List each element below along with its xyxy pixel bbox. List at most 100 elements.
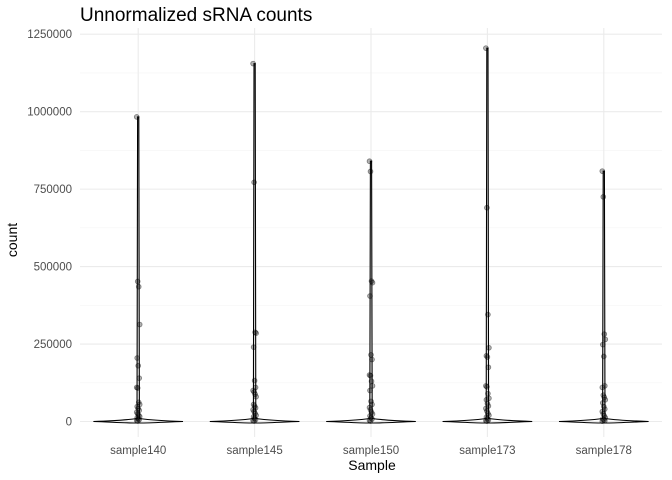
data-point [369, 411, 376, 417]
x-tick-label: sample145 [226, 445, 282, 457]
data-point [369, 356, 375, 363]
data-point [602, 414, 609, 421]
data-point [369, 401, 375, 408]
data-point [602, 397, 609, 403]
data-point [366, 417, 373, 424]
data-point [250, 414, 257, 420]
data-point [252, 416, 259, 423]
data-point [483, 45, 489, 51]
y-tick-label: 500000 [34, 262, 72, 274]
violin-sample150 [326, 160, 416, 424]
data-point [484, 415, 491, 422]
data-point [483, 353, 490, 359]
data-point [367, 406, 374, 413]
data-point [134, 410, 141, 417]
data-point [601, 383, 608, 389]
data-point [252, 405, 259, 411]
data-point [252, 391, 258, 398]
data-point [367, 293, 373, 299]
data-point [485, 390, 491, 397]
data-point [601, 394, 608, 401]
y-tick-label: 1000000 [27, 107, 72, 119]
data-point [251, 389, 257, 395]
data-point [368, 414, 374, 421]
data-point [134, 385, 141, 391]
data-point [252, 329, 258, 336]
chart-title: Unnormalized sRNA counts [80, 5, 312, 26]
data-point [250, 387, 256, 394]
data-point [133, 417, 140, 424]
data-point [599, 400, 606, 406]
data-point [366, 404, 373, 411]
data-point [367, 168, 374, 175]
data-point [251, 415, 258, 422]
data-point [368, 409, 375, 416]
violin-sample145 [209, 63, 300, 424]
violins [93, 47, 649, 424]
y-tick-label: 1250000 [27, 29, 72, 41]
data-point [485, 403, 492, 409]
data-point [485, 410, 491, 417]
data-point [367, 413, 373, 419]
data-point [600, 410, 607, 417]
x-tick-label: sample150 [343, 445, 399, 457]
data-point [250, 344, 257, 350]
data-point [367, 418, 374, 424]
violin-sample173 [442, 47, 533, 424]
data-point [601, 413, 608, 419]
data-point [484, 418, 490, 424]
data-point [250, 406, 256, 413]
data-point [136, 416, 143, 423]
data-point [369, 416, 375, 422]
data-point [136, 413, 143, 420]
data-point [368, 398, 374, 405]
y-axis-title: count [4, 223, 20, 257]
violin-sample140 [93, 116, 184, 424]
data-point [485, 417, 492, 423]
data-point [600, 392, 607, 398]
violin-sample178 [558, 170, 649, 424]
data-point [369, 383, 376, 389]
data-point [252, 384, 259, 391]
data-point [136, 321, 143, 328]
data-point [368, 352, 374, 358]
data-point [484, 384, 490, 390]
data-point [134, 414, 141, 421]
data-point [484, 204, 490, 211]
x-axis-ticks: sample140 sample145 sample150 sample173 samp… [110, 445, 632, 457]
data-point [136, 375, 143, 381]
data-point [367, 387, 373, 394]
data-point [253, 412, 259, 419]
data-point [251, 408, 257, 415]
data-point [250, 60, 256, 67]
y-tick-label: 250000 [34, 339, 72, 351]
jitter-points [133, 45, 609, 424]
data-point [250, 417, 256, 424]
data-point [369, 279, 376, 286]
data-point [251, 179, 257, 186]
data-point [252, 410, 258, 417]
data-point [484, 408, 490, 414]
data-point [134, 403, 141, 410]
data-point [599, 408, 606, 415]
data-point [486, 412, 492, 419]
data-point [599, 168, 606, 174]
x-tick-label: sample140 [110, 445, 166, 457]
data-point [599, 384, 606, 391]
y-tick-label: 750000 [34, 184, 72, 196]
data-point [134, 278, 141, 285]
data-point [133, 409, 140, 416]
data-point [601, 331, 608, 337]
data-point [136, 407, 143, 414]
data-point [253, 330, 259, 337]
data-point [251, 377, 258, 384]
data-point [486, 395, 492, 402]
data-point [600, 403, 607, 410]
data-point [485, 311, 491, 318]
data-point [483, 417, 489, 424]
data-point [484, 400, 491, 407]
data-point [135, 399, 142, 406]
data-point [367, 372, 374, 379]
data-point [135, 283, 142, 290]
